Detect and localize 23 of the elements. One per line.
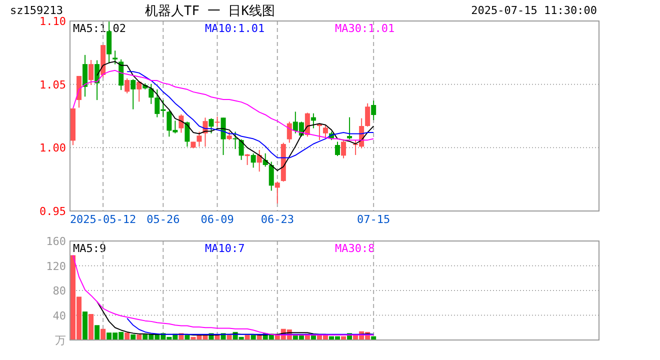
y-tick-label: 1.10	[40, 15, 66, 28]
chart-title: 机器人TF 一 日K线图	[144, 4, 276, 19]
x-tick-label: 06-23	[260, 213, 294, 226]
x-tick-label: 06-09	[200, 213, 234, 226]
line-series	[126, 71, 374, 158]
y-axis-title: 万	[55, 334, 66, 347]
text: sz159213	[10, 4, 63, 17]
text: MA30:1.01	[335, 22, 395, 35]
text: MA30:8	[335, 242, 375, 255]
y-tick-label: 1.05	[40, 78, 66, 92]
text: MA5:9	[73, 242, 106, 255]
x-tick-label: 05-26	[146, 213, 180, 226]
y-tick-label: 160	[46, 235, 66, 248]
y-tick-label: 1.00	[40, 142, 66, 155]
x-tick-label: 2025-05-12	[70, 213, 136, 226]
text: MA10:7	[205, 242, 245, 255]
y-tick-label: 40	[52, 309, 66, 322]
text: 2025-07-15 11:30:00	[471, 4, 597, 17]
y-tick-label: 120	[46, 260, 66, 273]
text: MA10:1.01	[205, 22, 265, 35]
y-tick-label: 80	[52, 284, 66, 298]
y-tick-label: 0.95	[40, 205, 66, 218]
x-tick-label: 07-15	[357, 213, 390, 226]
